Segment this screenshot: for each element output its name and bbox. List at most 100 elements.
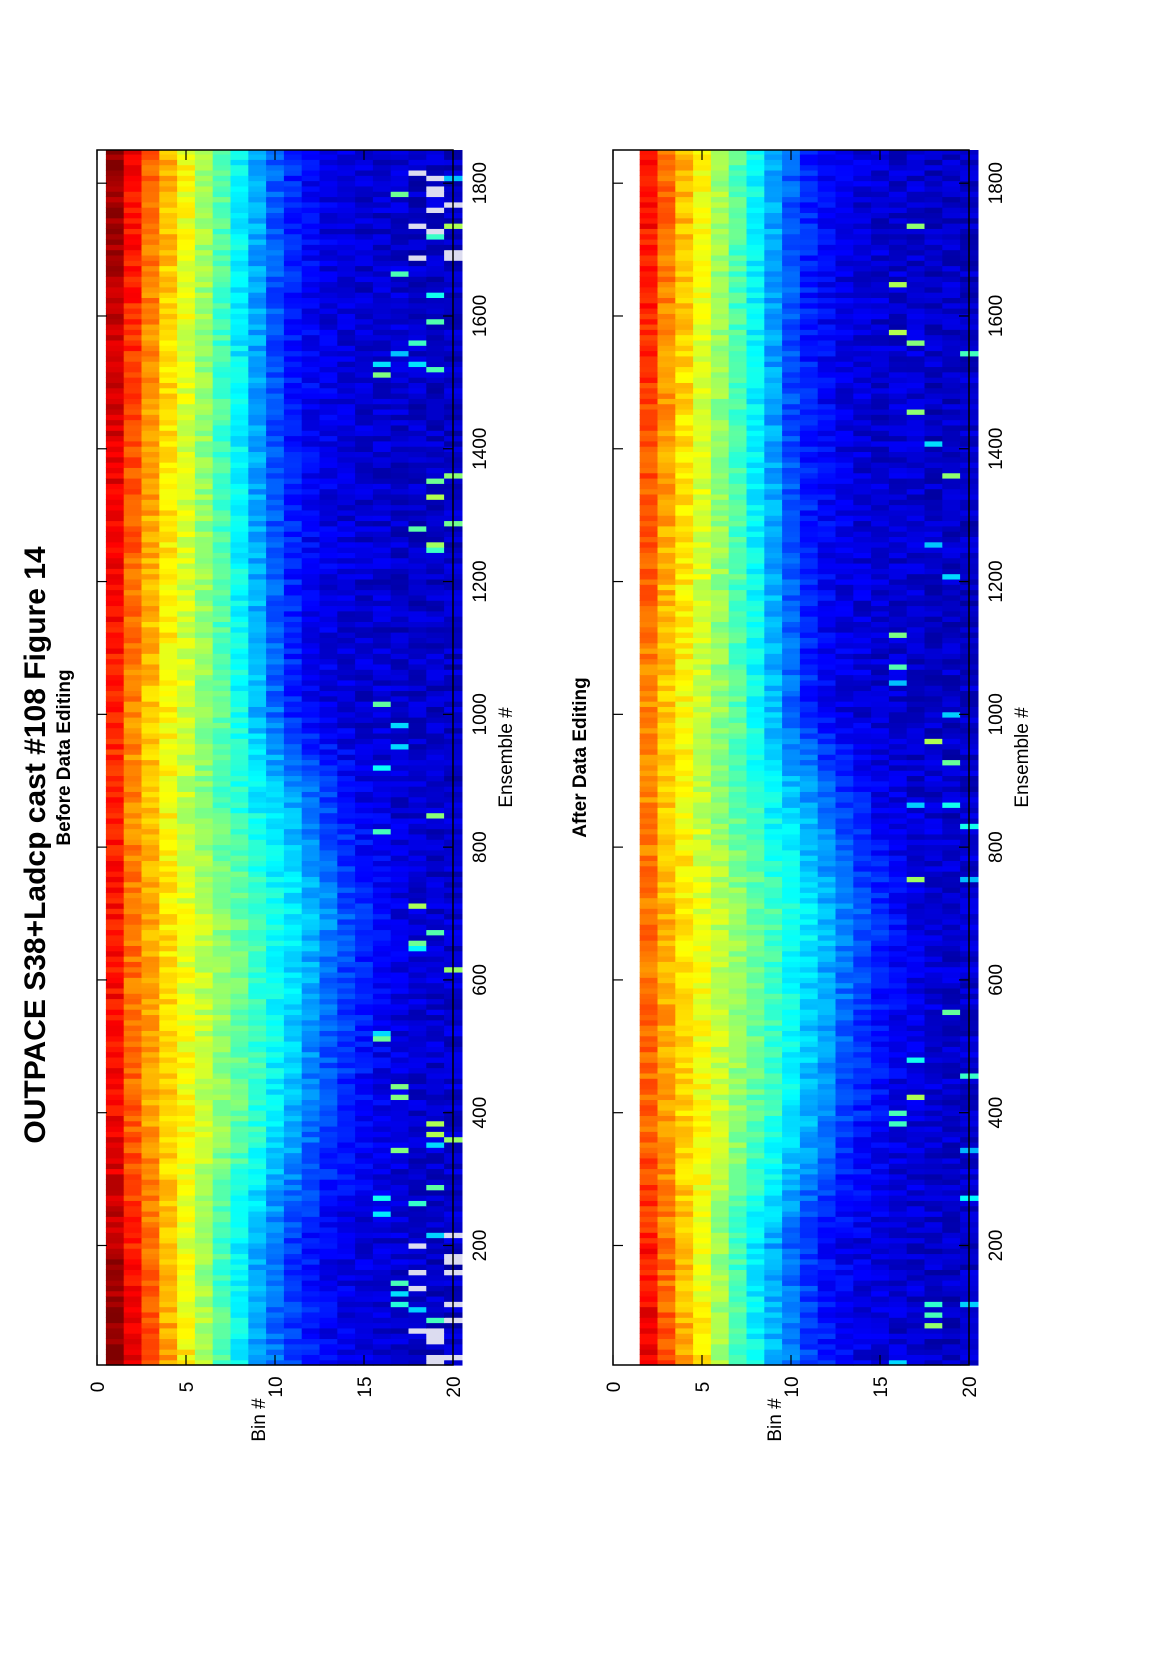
- heatmap-cell: [319, 1030, 338, 1037]
- heatmap-cell: [355, 605, 374, 612]
- heatmap-cell: [390, 483, 410, 490]
- heatmap-cell: [283, 228, 303, 235]
- heatmap-cell: [337, 674, 356, 681]
- heatmap-cell: [212, 1078, 232, 1085]
- heatmap-cell: [390, 387, 410, 394]
- heatmap-cell: [426, 717, 445, 723]
- heatmap-cell: [301, 424, 321, 431]
- heatmap-cell: [177, 1248, 196, 1255]
- heatmap-cell: [212, 1110, 232, 1116]
- heatmap-cell: [105, 605, 125, 612]
- heatmap-cell: [230, 833, 249, 840]
- heatmap-cell: [177, 711, 196, 718]
- heatmap-cell: [355, 961, 374, 968]
- heatmap-cell: [248, 286, 267, 293]
- heatmap-cell: [390, 1258, 410, 1265]
- heatmap-cell: [105, 685, 125, 692]
- heatmap-cell: [159, 1147, 178, 1154]
- heatmap-cell: [212, 860, 232, 867]
- heatmap-cell: [319, 573, 338, 580]
- heatmap-cell: [408, 504, 427, 511]
- heatmap-cell: [853, 1311, 872, 1318]
- heatmap-cell: [159, 1099, 178, 1106]
- heatmap-cell: [390, 313, 410, 320]
- heatmap-cell: [177, 940, 196, 946]
- heatmap-cell: [426, 578, 445, 585]
- heatmap-cell: [372, 1285, 392, 1292]
- heatmap-cell: [194, 674, 214, 681]
- heatmap-cell: [710, 1264, 730, 1270]
- heatmap-cell: [266, 1088, 285, 1095]
- heatmap-cell: [194, 786, 214, 792]
- heatmap-cell: [248, 647, 267, 654]
- heatmap-cell: [355, 270, 374, 277]
- heatmap-cell: [248, 1237, 267, 1244]
- heatmap-cell: [426, 1104, 445, 1111]
- heatmap-cell: [426, 908, 445, 915]
- heatmap-cell: [355, 1210, 374, 1217]
- heatmap-cell: [141, 1295, 160, 1302]
- heatmap-cell: [337, 934, 356, 941]
- heatmap-cell: [942, 1274, 961, 1281]
- heatmap-cell: [266, 1295, 285, 1302]
- heatmap-cell: [177, 1152, 196, 1159]
- heatmap-cell: [194, 483, 214, 490]
- heatmap-cell: [105, 541, 125, 548]
- heatmap-cell: [266, 674, 285, 681]
- heatmap-cell: [212, 934, 232, 941]
- heatmap-cell: [177, 828, 196, 835]
- heatmap-cell: [390, 552, 410, 559]
- heatmap-cell: [123, 632, 143, 638]
- heatmap-cell: [337, 987, 356, 994]
- heatmap-cell: [230, 743, 249, 750]
- heatmap-cell: [835, 1333, 854, 1340]
- heatmap-cell: [426, 520, 445, 527]
- heatmap-cell: [426, 871, 445, 877]
- heatmap-cell: [319, 318, 338, 325]
- heatmap-cell: [319, 605, 338, 612]
- heatmap-cell: [230, 329, 249, 336]
- heatmap-cell: [408, 956, 427, 962]
- heatmap-cell: [728, 1301, 748, 1308]
- heatmap-cell: [266, 1349, 285, 1355]
- heatmap-cell: [319, 1295, 338, 1302]
- heatmap-cell: [266, 260, 285, 267]
- heatmap-cell: [301, 547, 321, 553]
- heatmap-cell: [141, 1051, 160, 1058]
- heatmap-cell: [123, 966, 143, 973]
- heatmap-cell: [408, 387, 427, 394]
- heatmap-cell: [372, 355, 392, 362]
- heatmap-cell: [194, 1253, 214, 1260]
- heatmap-cell: [319, 828, 338, 835]
- heatmap-cell: [301, 653, 321, 660]
- heatmap-cell: [123, 1104, 143, 1111]
- heatmap-cell: [159, 1232, 178, 1239]
- heatmap-cell: [319, 1099, 338, 1106]
- heatmap-cell: [177, 254, 196, 261]
- heatmap-cell: [141, 1088, 160, 1095]
- heatmap-cell: [372, 1088, 392, 1095]
- heatmap-cell: [301, 339, 321, 346]
- heatmap-cell: [230, 308, 249, 314]
- heatmap-cell: [266, 382, 285, 389]
- heatmap-cell: [194, 690, 214, 697]
- heatmap-cell: [408, 150, 427, 155]
- heatmap-cell: [355, 1237, 374, 1244]
- heatmap-cell: [248, 414, 267, 421]
- heatmap-cell: [337, 977, 356, 984]
- heatmap-cell: [426, 196, 445, 203]
- heatmap-cell: [248, 626, 267, 633]
- heatmap-cell: [372, 732, 392, 739]
- heatmap-cell: [390, 403, 410, 410]
- heatmap-cell: [266, 626, 285, 633]
- heatmap-cell: [212, 961, 232, 968]
- heatmap-cell: [390, 663, 410, 670]
- heatmap-cell: [177, 1067, 196, 1074]
- heatmap-cell: [319, 706, 338, 713]
- heatmap-cell: [177, 1104, 196, 1111]
- heatmap-cell: [105, 881, 125, 888]
- heatmap-cell: [390, 1041, 410, 1047]
- heatmap-cell: [408, 807, 427, 814]
- heatmap-cell: [355, 477, 374, 484]
